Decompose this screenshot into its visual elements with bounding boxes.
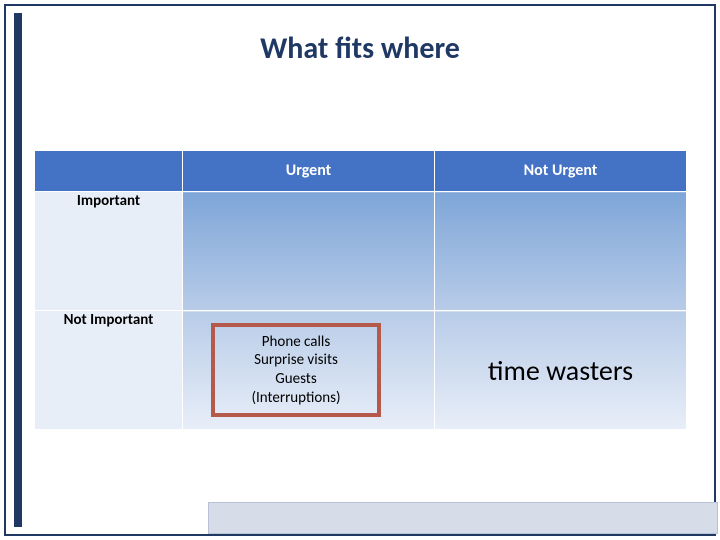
left-accent-bar: [14, 13, 22, 527]
time-wasters-label: time wasters: [435, 311, 686, 429]
footer-placeholder: [208, 502, 718, 534]
row-header-important: Important: [35, 192, 183, 311]
cell-important-not-urgent: [435, 192, 687, 311]
box-line: (Interruptions): [251, 389, 340, 408]
header-row: Urgent Not Urgent: [35, 151, 687, 192]
cell-not-important-urgent: Phone calls Surprise visits Guests (Inte…: [183, 311, 435, 430]
corner-cell: [35, 151, 183, 192]
cell-not-important-not-urgent: time wasters: [435, 311, 687, 430]
cell-important-urgent: [183, 192, 435, 311]
col-header-not-urgent: Not Urgent: [435, 151, 687, 192]
row-header-not-important: Not Important: [35, 311, 183, 430]
priority-matrix: Urgent Not Urgent Important Not Importan…: [34, 150, 687, 430]
box-line: Surprise visits: [254, 351, 338, 370]
box-line: Phone calls: [262, 333, 330, 352]
col-header-urgent: Urgent: [183, 151, 435, 192]
page-title: What fits where: [0, 30, 720, 67]
row-important: Important: [35, 192, 687, 311]
row-not-important: Not Important Phone calls Surprise visit…: [35, 311, 687, 430]
box-line: Guests: [275, 370, 316, 389]
interruptions-box: Phone calls Surprise visits Guests (Inte…: [211, 323, 381, 417]
